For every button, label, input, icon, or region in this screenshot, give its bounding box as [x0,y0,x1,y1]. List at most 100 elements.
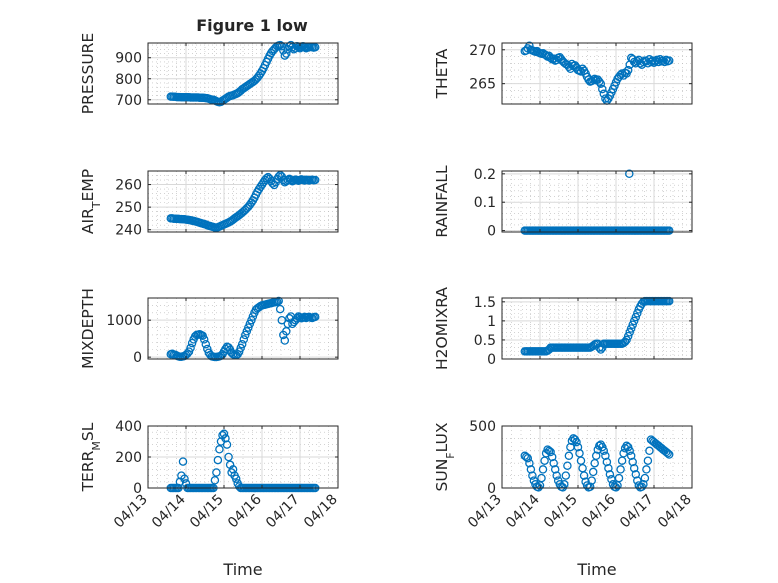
axes-box [501,170,693,233]
data-point [664,226,674,235]
x-tick-label: 04/15 [541,492,581,532]
data-point [234,347,244,356]
data-point [222,440,232,449]
data-point [523,453,533,463]
y-axis-label: SUNFLUX [433,422,457,491]
data-point [540,456,549,465]
data-point [552,471,561,480]
data-point [588,467,598,477]
data-point [201,339,211,349]
data-point [595,77,604,86]
y-tick-label: 260 [115,178,142,194]
x-tick-label: 04/16 [225,491,265,531]
data-point [228,465,238,474]
y-axis-label: RAINFALL [433,165,451,238]
data-point [578,463,587,473]
data-point [616,465,625,474]
data-point [626,324,636,333]
data-point [629,316,639,326]
data-point [663,449,672,458]
data-point [631,312,641,322]
y-tick-label: 0.5 [474,333,496,349]
y-tick-label: 200 [115,450,142,466]
data-point [537,473,546,483]
data-point [629,463,639,473]
data-point [664,450,674,459]
data-point [277,315,287,325]
data-point [221,434,230,443]
y-tick-label: 500 [469,419,496,435]
y-tick-label: 265 [469,77,496,93]
y-tick-label: 0 [133,481,142,497]
data-point [534,483,543,492]
data-point [625,169,634,179]
data-point [241,330,250,340]
data-point [248,312,258,321]
y-tick-label: 240 [115,223,142,239]
y-tick-label: 0.2 [474,167,496,183]
data-point [275,304,285,314]
axes-box [501,297,693,360]
data-point [549,458,558,468]
data-point [282,49,291,58]
y-axis-label: THETA [433,48,451,99]
y-tick-label: 800 [115,72,142,88]
data-point [180,474,189,483]
data-point [187,338,197,348]
data-point [538,465,548,474]
data-point [528,471,537,480]
data-point [579,471,589,480]
x-tick-label: 04/18 [301,492,341,532]
data-point [212,468,221,477]
data-point [643,456,653,465]
y-tick-label: 0 [487,481,496,497]
data-point [622,335,631,345]
y-tick-label: 1000 [106,313,142,329]
x-tick-label: 04/17 [617,492,657,532]
data-point [561,471,571,480]
y-tick-label: 900 [115,51,142,67]
data-point [236,343,245,353]
data-point [573,442,583,452]
data-point [310,42,320,52]
data-point [310,175,320,185]
data-point [280,336,290,345]
data-point [645,446,654,456]
data-point [601,94,610,103]
data-point [550,465,560,474]
data-point [598,84,607,94]
data-point [274,296,283,306]
x-tick-label: 04/17 [263,492,303,532]
data-point [614,473,624,483]
data-point [623,65,633,75]
data-point [526,465,536,474]
mixdepth-axes: 0 1000 MIXDEPTH [79,288,339,369]
data-point [591,451,601,461]
data-point [640,473,650,483]
data-point [231,474,241,483]
data-point [587,476,596,485]
x-tick-label: 04/18 [655,492,695,532]
data-point [601,451,610,461]
axes-box [147,42,339,105]
y-tick-label: 0 [133,350,142,366]
data-point [310,312,320,322]
data-point [219,429,229,439]
x-axis-label: Time [576,560,616,579]
data-point [210,476,220,485]
data-point [237,339,247,349]
data-point [564,451,574,461]
axes-box [501,42,693,105]
data-point [664,56,674,65]
theta-axes: 265 270 THETA [433,41,693,105]
rainfall-axes: 0 0.1 0.2 RAINFALL [433,165,693,240]
data-point [563,461,572,470]
data-point [199,335,209,344]
data-point [247,315,256,325]
data-point [547,452,557,462]
axes-box [501,425,693,489]
x-tick-label: 04/15 [187,492,227,532]
x-tick-label: 04/14 [149,491,189,531]
